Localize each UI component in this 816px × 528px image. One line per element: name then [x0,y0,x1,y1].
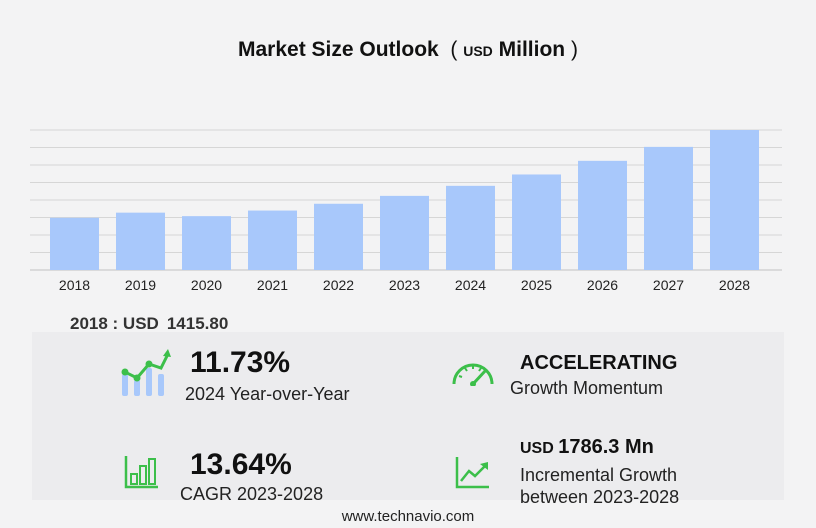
base-year-value: 1415.80 [166,314,229,333]
momentum-value: ACCELERATING [520,352,678,374]
bar-2018 [50,217,99,270]
yoy-label-wrap: 2024 Year-over-Year [185,384,349,406]
title-open-paren: ( [450,38,458,61]
incremental-stat: USD 1786.3 Mn [520,436,654,459]
x-tick-label: 2020 [191,277,222,293]
bar-2021 [248,210,297,270]
incremental-label-line2: between 2023-2028 [520,486,680,507]
incremental-label-wrap: Incremental Growth between 2023-2028 [520,465,679,508]
incremental-label-line1: Incremental Growth [520,465,678,485]
bar-2023 [380,195,429,270]
base-year-label: 2018 : USD 1415.80 [70,314,228,334]
bar-line-growth-icon [121,349,171,396]
bar-2026 [578,160,627,270]
title-unit: USD [463,43,493,59]
x-tick-label: 2025 [521,277,552,293]
x-tick-label: 2018 [59,277,90,293]
x-tick-label: 2022 [323,277,354,293]
momentum-label-wrap: Growth Momentum [510,378,663,400]
title-close-paren: ) [570,38,578,61]
x-tick-label: 2023 [389,277,420,293]
chart-title-main: Market Size Outlook [238,38,439,61]
x-tick-label: 2021 [257,277,288,293]
bar-chart: 2018 2019 2020 2021 2022 2023 2024 2025 2026 2027… [30,129,782,293]
cagr-stat: 13.64% [190,450,292,480]
speedometer-icon [452,363,494,386]
bar-2027 [644,146,693,270]
x-tick-label: 2026 [587,277,618,293]
yoy-value: 11.73% [190,346,291,379]
base-year-text: 2018 : USD [70,314,159,333]
bar-2028 [710,130,759,270]
stats-panel [32,332,784,500]
bar-2019 [116,212,165,270]
yoy-label: 2024 Year-over-Year [185,384,350,404]
x-tick-label: 2027 [653,277,684,293]
bar-2020 [182,216,231,270]
x-tick-label: 2024 [455,277,486,293]
incremental-currency: USD [520,440,554,457]
cagr-value: 13.64% [190,448,292,481]
bar-2022 [314,203,363,270]
bar-chart-icon [124,456,158,489]
momentum-stat: ACCELERATING [520,352,677,375]
momentum-label: Growth Momentum [510,378,664,398]
title-unit-word: Million [498,38,566,61]
cagr-label: CAGR 2023-2028 [180,484,324,504]
yoy-stat: 11.73% [190,348,290,378]
x-tick-label: 2019 [125,277,156,293]
footer-website: www.technavio.com [341,508,475,525]
incremental-value: 1786.3 Mn [558,436,654,458]
trend-line-icon [455,457,489,489]
x-tick-label: 2028 [719,277,750,293]
cagr-label-wrap: CAGR 2023-2028 [180,484,323,506]
bar-2024 [446,185,495,270]
bar-2025 [512,174,561,270]
chart-title: Market Size Outlook ( USD Million ) [0,38,816,62]
